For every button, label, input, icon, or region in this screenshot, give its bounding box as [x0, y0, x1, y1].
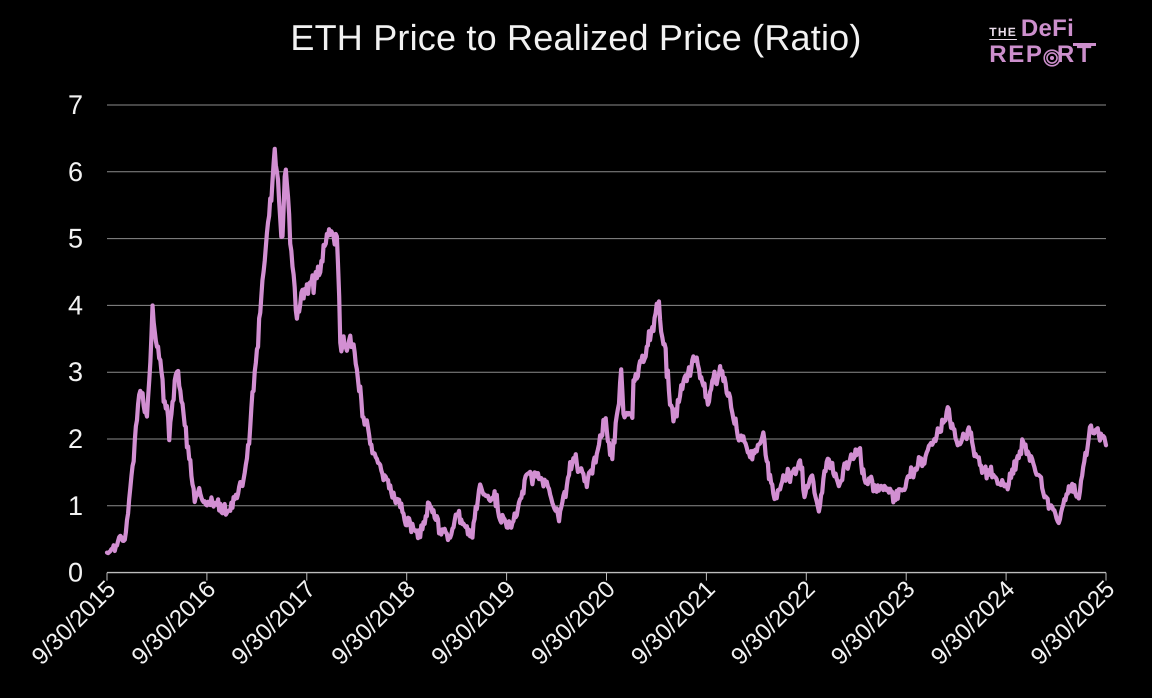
svg-text:9/30/2023: 9/30/2023: [826, 576, 921, 671]
svg-text:9/30/2015: 9/30/2015: [27, 576, 122, 671]
svg-text:9/30/2020: 9/30/2020: [526, 576, 621, 671]
svg-text:6: 6: [68, 157, 83, 187]
svg-text:9/30/2017: 9/30/2017: [226, 576, 321, 671]
svg-text:3: 3: [68, 357, 83, 387]
svg-text:9/30/2019: 9/30/2019: [426, 576, 521, 671]
svg-text:7: 7: [68, 90, 83, 120]
svg-text:2: 2: [68, 424, 83, 454]
svg-text:9/30/2016: 9/30/2016: [127, 576, 222, 671]
svg-text:9/30/2018: 9/30/2018: [326, 576, 421, 671]
svg-text:9/30/2022: 9/30/2022: [726, 576, 821, 671]
svg-text:9/30/2025: 9/30/2025: [1026, 576, 1121, 671]
svg-text:1: 1: [68, 491, 83, 521]
svg-text:9/30/2024: 9/30/2024: [926, 576, 1021, 671]
svg-text:4: 4: [68, 290, 83, 320]
svg-text:5: 5: [68, 224, 83, 254]
svg-text:9/30/2021: 9/30/2021: [626, 576, 721, 671]
svg-text:0: 0: [68, 558, 83, 588]
